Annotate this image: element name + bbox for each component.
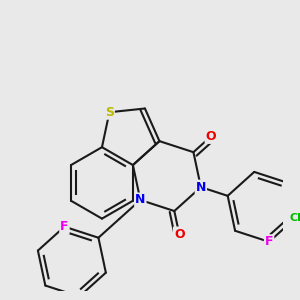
- Text: N: N: [135, 194, 146, 206]
- Text: Cl: Cl: [290, 213, 300, 223]
- Text: N: N: [196, 181, 206, 194]
- Text: F: F: [60, 220, 69, 233]
- Text: S: S: [105, 106, 114, 119]
- Text: O: O: [206, 130, 216, 143]
- Text: O: O: [174, 227, 184, 241]
- Text: F: F: [265, 235, 273, 248]
